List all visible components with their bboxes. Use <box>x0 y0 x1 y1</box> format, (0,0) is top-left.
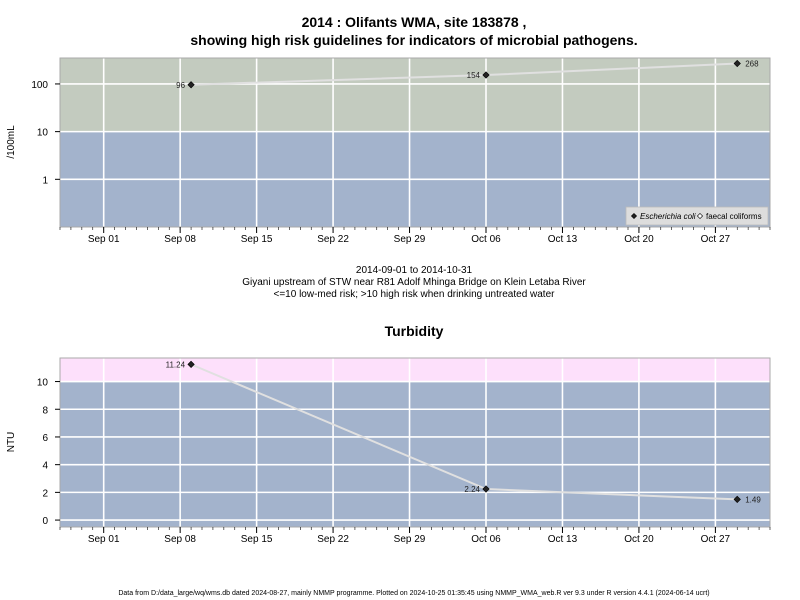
footer-note: Data from D:/data_large/wq/wms.db dated … <box>118 590 709 597</box>
data-point-label: 268 <box>745 60 759 69</box>
risk-band-1 <box>60 381 770 527</box>
data-point-marker <box>482 71 490 79</box>
turbidity-title: Turbidity <box>385 323 444 339</box>
site-description-note: Giyani upstream of STW near R81 Adolf Mh… <box>242 277 586 288</box>
y-tick-label: 0 <box>42 516 48 527</box>
x-tick-label: Oct 27 <box>701 534 731 545</box>
x-tick-label: Oct 27 <box>701 234 731 245</box>
risk-band-2 <box>60 58 770 132</box>
x-tick-label: Sep 29 <box>394 234 426 245</box>
x-tick-label: Sep 15 <box>241 534 273 545</box>
y-tick-label: 8 <box>42 405 48 416</box>
data-point-marker <box>187 81 195 89</box>
turbidity-panel: Sep 01 Sep 08 Sep 15 Sep 22 Sep 29 Oct 06 Oct … <box>6 357 771 545</box>
data-point-label: 96 <box>176 81 185 90</box>
y-axis-label: /100mL <box>6 125 17 159</box>
x-tick-label: Sep 22 <box>317 234 349 245</box>
data-point-marker <box>187 360 195 368</box>
risk-guideline-note: <=10 low-med risk; >10 high risk when dr… <box>274 289 556 300</box>
data-point-marker <box>733 59 741 68</box>
chart-title-line2: showing high risk guidelines for indicat… <box>190 32 637 48</box>
x-tick-label: Oct 13 <box>548 234 578 245</box>
chart-title-line1: 2014 : Olifants WMA, site 183878 , <box>302 14 527 30</box>
plot-frame <box>59 57 771 228</box>
y-tick-label: 100 <box>31 80 48 91</box>
date-range-note: 2014-09-01 to 2014-10-31 <box>356 265 473 276</box>
x-tick-label: Sep 08 <box>164 534 196 545</box>
legend-label: Escherichia coli <box>640 212 696 221</box>
data-point-label: 2.24 <box>464 485 480 494</box>
x-tick-label: Oct 06 <box>471 234 501 245</box>
y-tick-label: 10 <box>37 128 49 139</box>
x-tick-label: Sep 29 <box>394 534 426 545</box>
y-tick-label: 4 <box>42 461 48 472</box>
y-axis-label: NTU <box>6 432 17 453</box>
x-tick-label: Oct 20 <box>624 234 654 245</box>
legend-marker <box>696 212 704 220</box>
data-point-label: 11.24 <box>166 360 186 369</box>
ecoli-panel: Sep 01 Sep 08 Sep 15 Sep 22 Sep 29 Oct 06 Oct … <box>6 57 771 245</box>
legend-marker <box>630 212 638 220</box>
data-point-label: 154 <box>467 71 481 80</box>
x-tick-label: Sep 08 <box>164 234 196 245</box>
x-tick-label: Sep 15 <box>241 234 273 245</box>
data-point-marker <box>733 495 741 504</box>
x-tick-label: Oct 20 <box>624 534 654 545</box>
risk-band-2 <box>60 358 770 382</box>
y-tick-label: 6 <box>42 433 48 444</box>
x-tick-label: Sep 01 <box>88 234 120 245</box>
y-tick-label: 10 <box>37 378 49 389</box>
x-tick-label: Oct 06 <box>471 534 501 545</box>
y-tick-label: 1 <box>42 175 48 186</box>
x-tick-label: Oct 13 <box>548 534 578 545</box>
data-point-marker <box>482 485 490 493</box>
x-tick-label: Sep 01 <box>88 534 120 545</box>
data-point-label: 1.49 <box>745 495 761 504</box>
x-tick-label: Sep 22 <box>317 534 349 545</box>
plot-frame <box>59 357 771 528</box>
legend-label: faecal coliforms <box>706 212 762 221</box>
y-tick-label: 2 <box>42 488 48 499</box>
